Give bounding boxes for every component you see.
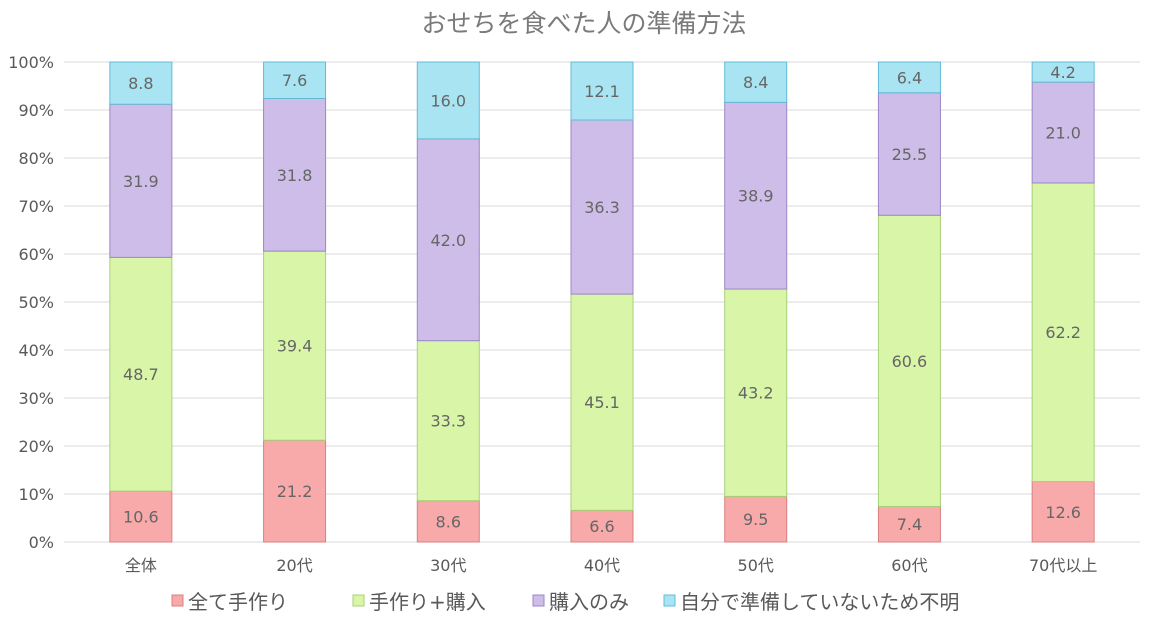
y-tick-label: 20% xyxy=(18,437,54,456)
x-category-label: 60代 xyxy=(891,556,927,575)
data-label: 10.6 xyxy=(123,508,159,527)
y-tick-label: 40% xyxy=(18,341,54,360)
bar-segment xyxy=(724,61,788,103)
data-label: 43.2 xyxy=(738,384,774,403)
x-category-label: 40代 xyxy=(584,556,620,575)
bar-segment xyxy=(263,439,327,543)
y-tick-label: 0% xyxy=(29,533,54,552)
bar-segment xyxy=(877,61,941,94)
data-label: 31.8 xyxy=(277,166,313,185)
y-tick-label: 30% xyxy=(18,389,54,408)
bar-segment xyxy=(263,61,327,99)
data-label: 7.6 xyxy=(282,71,307,90)
x-axis-categories: 全体 20代 30代 40代 50代 60代 70代以上 xyxy=(125,556,1097,575)
bar-segment xyxy=(570,119,634,295)
y-tick-label: 10% xyxy=(18,485,54,504)
bar-segment xyxy=(570,61,634,121)
bar-segment xyxy=(877,92,941,216)
legend-swatch xyxy=(352,594,365,607)
data-label: 6.6 xyxy=(589,517,614,536)
x-category-label: 全体 xyxy=(125,556,157,575)
bar-segment xyxy=(877,214,941,507)
chart-title: おせちを食べた人の準備方法 xyxy=(421,9,746,38)
data-label: 21.2 xyxy=(277,482,313,501)
y-tick-label: 90% xyxy=(18,101,54,120)
x-category-label: 30代 xyxy=(430,556,466,575)
data-label: 16.0 xyxy=(430,91,466,110)
data-label: 21.0 xyxy=(1045,124,1081,143)
data-label: 33.3 xyxy=(430,412,466,431)
y-tick-label: 60% xyxy=(18,245,54,264)
data-label: 60.6 xyxy=(892,352,928,371)
legend-swatch xyxy=(663,594,676,607)
data-label: 25.5 xyxy=(892,145,928,164)
data-label: 6.4 xyxy=(897,68,922,87)
data-label: 42.0 xyxy=(430,231,466,250)
data-label: 45.1 xyxy=(584,393,620,412)
bar-segment xyxy=(1031,481,1095,543)
data-label: 48.7 xyxy=(123,365,159,384)
x-category-label: 70代以上 xyxy=(1029,556,1097,575)
data-label: 7.4 xyxy=(897,515,922,534)
data-label: 9.5 xyxy=(743,510,768,529)
data-label: 38.9 xyxy=(738,187,774,206)
bar-segment xyxy=(1031,61,1095,83)
data-label: 4.2 xyxy=(1050,63,1075,82)
data-label: 8.4 xyxy=(743,73,768,92)
legend: 全て手作り 手作り+購入 購入のみ 自分で準備していないため不明 xyxy=(171,590,959,614)
bar-segment xyxy=(109,61,173,105)
bar-segment xyxy=(263,97,327,252)
x-category-label: 50代 xyxy=(738,556,774,575)
bar-segment xyxy=(109,103,173,258)
bar-segment xyxy=(109,256,173,492)
data-label: 8.6 xyxy=(436,512,461,531)
bar-segment xyxy=(416,61,480,140)
legend-swatch xyxy=(532,594,545,607)
legend-label: 購入のみ xyxy=(549,590,629,614)
y-tick-label: 100% xyxy=(8,53,54,72)
data-label: 62.2 xyxy=(1045,323,1081,342)
legend-label: 自分で準備していないため不明 xyxy=(680,590,959,614)
bar-segment xyxy=(416,138,480,342)
bar-segment xyxy=(416,340,480,502)
bar-segment xyxy=(109,490,173,543)
y-tick-label: 70% xyxy=(18,197,54,216)
bar-segment xyxy=(724,288,788,497)
bar-segment xyxy=(570,509,634,543)
x-category-label: 20代 xyxy=(276,556,312,575)
legend-swatch xyxy=(171,594,184,607)
bar-segment xyxy=(1031,81,1095,184)
bar-segment xyxy=(724,101,788,290)
legend-label: 全て手作り xyxy=(188,590,288,614)
data-label: 8.8 xyxy=(128,74,153,93)
legend-label: 手作り+購入 xyxy=(369,590,486,614)
data-labels: 10.6 48.7 31.9 8.8 21.2 39.4 31.8 7.6 8.6 33.3 42.… xyxy=(123,63,1081,536)
data-label: 12.6 xyxy=(1045,503,1081,522)
bars xyxy=(109,61,1095,543)
y-tick-label: 80% xyxy=(18,149,54,168)
data-label: 31.9 xyxy=(123,172,159,191)
y-tick-label: 50% xyxy=(18,293,54,312)
y-axis-ticks: 0% 10% 20% 30% 40% 50% 60% 70% 80% 90% 100% xyxy=(8,53,54,552)
data-label: 39.4 xyxy=(277,337,313,356)
data-label: 12.1 xyxy=(584,82,620,101)
data-label: 36.3 xyxy=(584,198,620,217)
